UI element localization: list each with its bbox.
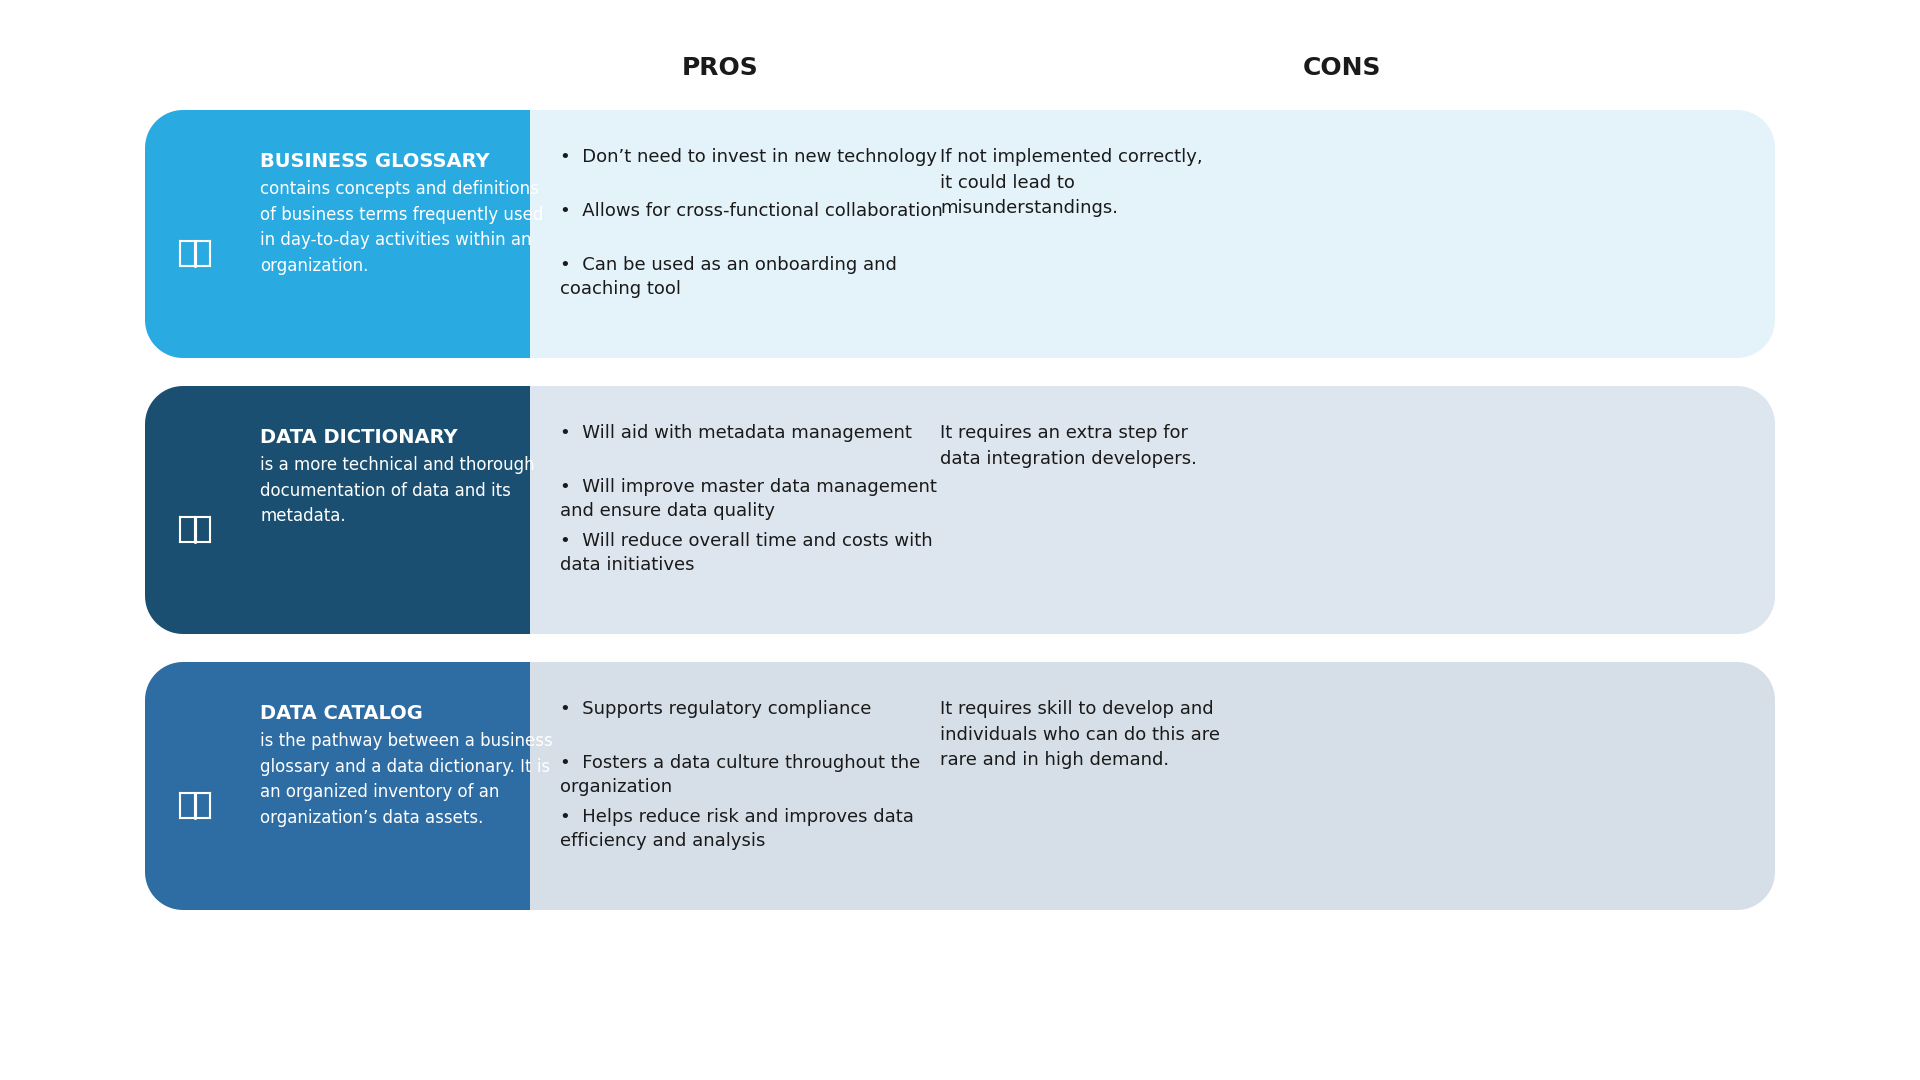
Text: •  Allows for cross-functional collaboration: • Allows for cross-functional collaborat…	[561, 202, 943, 220]
Polygon shape	[530, 110, 1774, 357]
Text: •  Helps reduce risk and improves data
efficiency and analysis: • Helps reduce risk and improves data ef…	[561, 808, 914, 850]
Text: is a more technical and thorough
documentation of data and its
metadata.: is a more technical and thorough documen…	[259, 456, 534, 525]
Text: •  Supports regulatory compliance: • Supports regulatory compliance	[561, 700, 872, 718]
Text: DATA DICTIONARY: DATA DICTIONARY	[259, 428, 457, 447]
Text: is the pathway between a business
glossary and a data dictionary. It is
an organ: is the pathway between a business glossa…	[259, 732, 553, 827]
Polygon shape	[146, 662, 530, 910]
Text: contains concepts and definitions
of business terms frequently used
in day-to-da: contains concepts and definitions of bus…	[259, 180, 543, 275]
Text: •  Fosters a data culture throughout the
organization: • Fosters a data culture throughout the …	[561, 754, 920, 796]
Polygon shape	[146, 110, 530, 357]
Text: •  Don’t need to invest in new technology: • Don’t need to invest in new technology	[561, 148, 937, 166]
Text: CONS: CONS	[1304, 56, 1382, 80]
Text: It requires an extra step for
data integration developers.: It requires an extra step for data integ…	[941, 424, 1196, 468]
Text: •  Can be used as an onboarding and
coaching tool: • Can be used as an onboarding and coach…	[561, 256, 897, 298]
Polygon shape	[530, 662, 1774, 910]
Text: PROS: PROS	[682, 56, 758, 80]
Text: •  Will reduce overall time and costs with
data initiatives: • Will reduce overall time and costs wit…	[561, 532, 933, 575]
Text: BUSINESS GLOSSARY: BUSINESS GLOSSARY	[259, 152, 490, 171]
Text: If not implemented correctly,
it could lead to
misunderstandings.: If not implemented correctly, it could l…	[941, 148, 1202, 217]
Text: It requires skill to develop and
individuals who can do this are
rare and in hig: It requires skill to develop and individ…	[941, 700, 1219, 769]
Text: DATA CATALOG: DATA CATALOG	[259, 704, 422, 723]
Polygon shape	[146, 386, 530, 634]
Polygon shape	[530, 386, 1774, 634]
Text: •  Will improve master data management
and ensure data quality: • Will improve master data management an…	[561, 478, 937, 521]
Text: •  Will aid with metadata management: • Will aid with metadata management	[561, 424, 912, 442]
